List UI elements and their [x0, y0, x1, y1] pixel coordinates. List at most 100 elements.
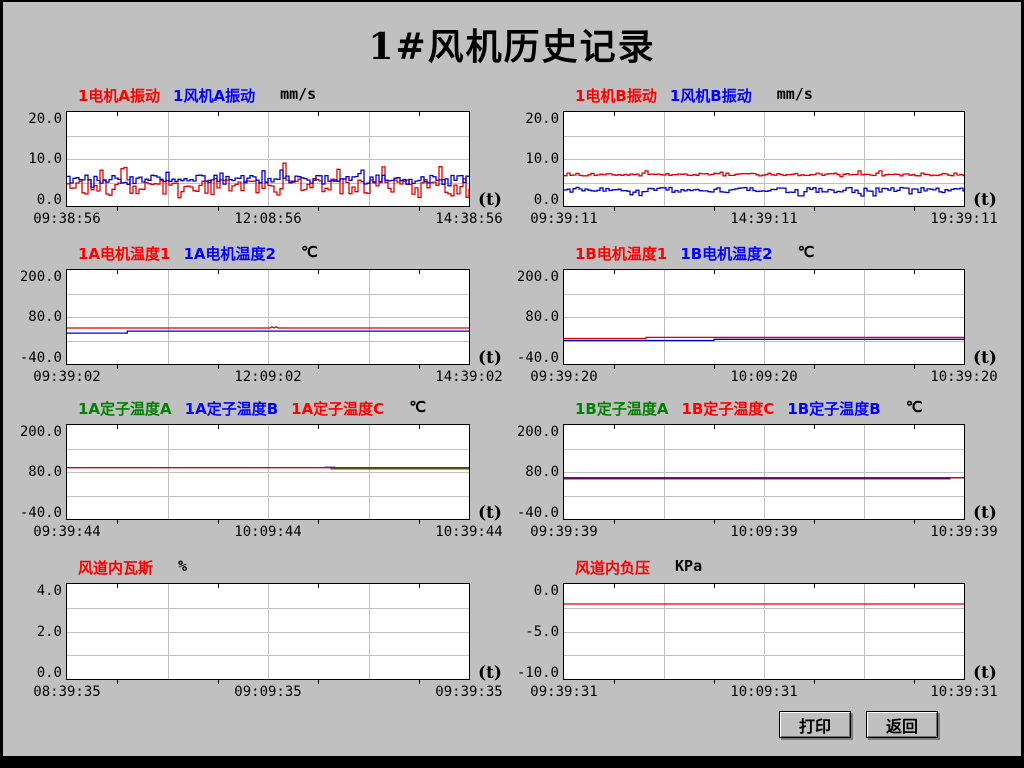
unit-label: ℃	[300, 243, 318, 261]
y-axis-label: 200.0	[516, 269, 559, 285]
tick-mark	[814, 206, 815, 211]
gridline-vertical	[864, 584, 865, 679]
unit-label: mm/s	[280, 85, 317, 103]
y-axis-label: -5.0	[525, 623, 559, 640]
chart-legend: 1A定子温度A 1A定子温度B 1A定子温度C ℃	[78, 398, 426, 419]
print-button[interactable]: 打印	[779, 711, 851, 738]
y-axis-label: 10.0	[525, 151, 559, 167]
chart-legend: 风道内瓦斯%	[78, 557, 187, 578]
gridline-vertical	[368, 112, 370, 206]
time-axis-symbol: (t)	[973, 190, 997, 210]
tick-mark	[418, 112, 420, 116]
x-axis-label: 09:39:44	[33, 524, 101, 540]
page-title: 1#风机历史记录	[368, 26, 656, 68]
legend-item: 1A定子温度A	[78, 400, 172, 418]
y-axis-label: 20.0	[28, 111, 62, 127]
legend-item: 风道内负压	[575, 559, 651, 577]
time-axis-symbol: (t)	[973, 663, 997, 683]
gridline-vertical	[368, 270, 370, 364]
y-axis-label: 80.0	[525, 309, 559, 325]
tick-mark	[814, 364, 815, 369]
chart-motor-a-vibration: 20.0 10.0 0.0 09:38:56 12:08:56 14:38:56 (t) 1电…	[28, 85, 502, 227]
tick-mark	[914, 206, 915, 211]
tick-mark	[914, 270, 915, 274]
tick-mark	[614, 270, 615, 274]
tick-mark	[418, 364, 420, 369]
y-axis-label: 0.0	[533, 192, 559, 208]
tick-mark	[714, 584, 715, 588]
gridline-horizontal	[564, 159, 964, 160]
gridline-horizontal	[67, 340, 469, 342]
x-axis-label: 19:39:11	[930, 211, 998, 227]
x-axis-label: 14:39:02	[435, 369, 503, 385]
tick-mark	[914, 584, 915, 588]
legend-item: 1B电机温度2	[680, 245, 773, 263]
gridline-horizontal	[564, 495, 964, 497]
series-plot-motor-b-vibration	[564, 170, 964, 197]
gridline-horizontal	[564, 472, 964, 473]
gridline-vertical	[864, 270, 865, 364]
y-axis-label: 0.0	[36, 665, 62, 681]
chart-duct-gas: 4.0 2.0 0.0 08:39:35 09:09:35 09:39:35 (t) 风道内瓦…	[33, 557, 502, 700]
tick-mark	[217, 206, 219, 211]
tick-mark	[614, 112, 615, 116]
tick-mark	[117, 584, 119, 588]
tick-mark	[418, 679, 420, 684]
chart-legend: 风道内负压 KPa	[575, 557, 702, 578]
tick-mark	[814, 270, 815, 274]
gridline-horizontal	[564, 340, 964, 342]
tick-mark	[418, 206, 420, 211]
tick-mark	[714, 206, 715, 211]
unit-label: mm/s	[776, 85, 813, 103]
x-axis-label: 14:38:56	[435, 211, 503, 227]
series-plot-duct-gas	[67, 584, 469, 679]
y-axis-label: 200.0	[19, 269, 62, 285]
hmi-background: 1#风机历史记录 20.0 10.0 0.0 09:38:56 12:08:56 14:3…	[3, 2, 1021, 756]
x-axis-label: 10:39:20	[930, 369, 998, 385]
x-axis-label: 09:39:02	[33, 369, 101, 385]
tick-mark	[814, 519, 815, 524]
y-axis-label: -40.0	[516, 350, 559, 366]
y-axis-label: -40.0	[19, 505, 62, 521]
back-button[interactable]: 返回	[866, 711, 938, 738]
tick-mark	[714, 519, 715, 524]
time-axis-symbol: (t)	[478, 190, 502, 210]
x-axis-label: 09:39:11	[530, 211, 598, 227]
unit-label: ℃	[905, 398, 923, 416]
legend-item: 风道内瓦斯	[78, 559, 154, 577]
tick-mark	[117, 679, 119, 684]
tick-mark	[217, 364, 219, 369]
series-plot-duct-negative-pressure	[564, 603, 964, 605]
y-axis-label: 80.0	[28, 309, 62, 325]
tick-mark	[814, 584, 815, 588]
series-line	[564, 338, 964, 342]
legend-item: 1风机B振动	[669, 87, 752, 105]
legend-item: 1B定子温度C	[681, 400, 775, 418]
x-axis-label: 10:39:39	[930, 524, 998, 540]
x-axis-label: 10:39:31	[930, 684, 998, 700]
y-axis-label: 0.0	[533, 583, 559, 599]
tick-mark	[217, 112, 219, 116]
legend-item: 1A电机温度2	[183, 245, 276, 263]
x-axis-label: 10:39:44	[435, 524, 503, 540]
gridline-vertical	[864, 425, 865, 519]
tick-mark	[217, 679, 219, 684]
x-axis-label: 10:09:44	[234, 524, 302, 540]
y-axis-label: 4.0	[36, 583, 62, 599]
series-line	[564, 186, 964, 197]
tick-mark	[318, 270, 320, 274]
x-axis-label: 09:39:39	[530, 524, 598, 540]
x-axis-label: 09:39:20	[530, 369, 598, 385]
series-plot-stator-1b-temperature	[564, 477, 964, 480]
gridline-horizontal	[67, 495, 469, 497]
x-axis-label: 09:39:35	[435, 684, 503, 700]
series-line	[67, 169, 469, 188]
x-axis-label: 14:39:11	[730, 211, 798, 227]
chart-motor-1b-temperature: 200.0 80.0 -40.0 09:39:20 10:09:20 10:39:20 (t…	[517, 243, 998, 385]
legend-item: 1A电机温度1	[78, 245, 171, 263]
tick-mark	[814, 112, 815, 116]
tick-mark	[117, 519, 119, 524]
series-plot-motor-a-vibration	[67, 162, 469, 199]
chart-legend: 1电机B振动 1风机B振动 mm/s	[575, 85, 813, 106]
